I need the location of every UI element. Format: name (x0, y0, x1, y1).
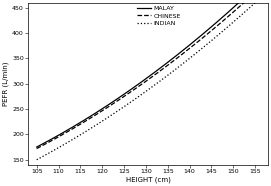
MALAY (165, 62, 168, 64)
INDIAN (165, 75, 168, 77)
X-axis label: HEIGHT (cm): HEIGHT (cm) (126, 177, 170, 183)
CHINESE (219, 22, 222, 24)
CHINESE (233, 10, 236, 12)
INDIAN (36, 158, 39, 161)
MALAY (164, 62, 168, 65)
INDIAN (35, 159, 38, 161)
Y-axis label: PEFR (L/min): PEFR (L/min) (3, 62, 9, 106)
Line: MALAY: MALAY (37, 0, 255, 147)
INDIAN (233, 20, 236, 22)
INDIAN (164, 76, 168, 78)
INDIAN (169, 72, 172, 74)
MALAY (169, 59, 172, 61)
MALAY (233, 5, 236, 7)
CHINESE (35, 147, 38, 150)
CHINESE (165, 65, 168, 67)
MALAY (36, 146, 39, 148)
CHINESE (164, 65, 168, 68)
MALAY (35, 146, 38, 148)
CHINESE (36, 147, 39, 149)
Line: CHINESE: CHINESE (37, 0, 255, 149)
Line: INDIAN: INDIAN (37, 3, 255, 160)
CHINESE (169, 62, 172, 64)
Legend: MALAY, CHINESE, INDIAN: MALAY, CHINESE, INDIAN (137, 6, 181, 26)
MALAY (219, 18, 222, 20)
INDIAN (219, 32, 222, 34)
INDIAN (253, 2, 257, 4)
